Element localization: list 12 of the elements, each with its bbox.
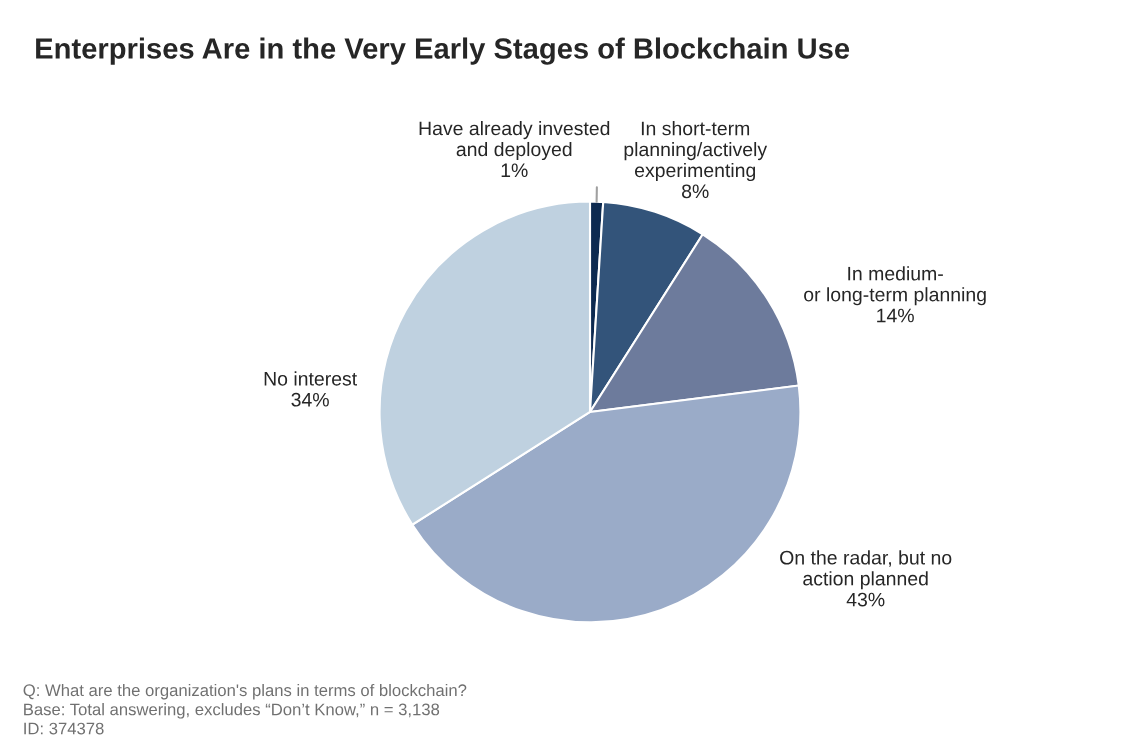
data-label: 34% — [291, 392, 329, 407]
slice-label: Have already invested and deployed — [419, 121, 610, 161]
chart-title: Enterprises Are in the Very Early Stages of Blockchain Use — [36, 37, 850, 65]
data-label: 43% — [846, 592, 885, 607]
slice-label: No interest — [264, 371, 357, 386]
data-label: 8% — [682, 184, 709, 199]
slice-label: In medium- or long-term planning — [804, 266, 986, 306]
slice-label: On the radar, but no action planned — [780, 550, 952, 590]
data-label: 1% — [501, 163, 528, 178]
text: Q: What are the organization's plans in terms of blockchain? Base: Total answering, excludes “Don’t Know,” n = 3,138 ID: 374378 — [23, 683, 467, 735]
data-label: 14% — [877, 308, 914, 323]
slice-label: In short-term planning/actively experimenting — [624, 121, 768, 182]
